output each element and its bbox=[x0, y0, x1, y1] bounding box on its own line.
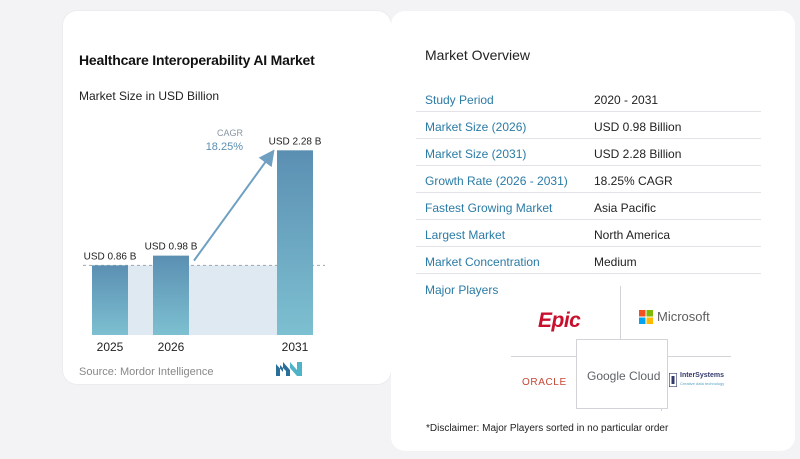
overview-row: Market Concentration Medium bbox=[416, 248, 761, 274]
bar-value-label: USD 0.86 B bbox=[84, 251, 137, 262]
market-overview-panel: Market Overview Study Period 2020 - 2031… bbox=[391, 11, 795, 451]
overview-row: Fastest Growing Market Asia Pacific bbox=[416, 194, 761, 220]
bar-chart: USD 0.86 B 2025 USD 0.98 B 2026 USD 2.28 B 20… bbox=[83, 128, 325, 354]
major-players-title: Major Players bbox=[425, 283, 499, 297]
overview-value: Medium bbox=[594, 255, 637, 269]
disclaimer-note: *Disclaimer: Major Players sorted in no … bbox=[426, 423, 669, 434]
overview-row: Market Size (2031) USD 2.28 Billion bbox=[416, 140, 761, 166]
epic-logo: Epic bbox=[538, 309, 581, 332]
bar-value-label: USD 0.98 B bbox=[145, 242, 198, 253]
chart-title: Healthcare Interoperability AI Market bbox=[79, 52, 315, 68]
intersystems-mark-icon bbox=[669, 373, 677, 387]
overview-label: Market Size (2026) bbox=[425, 120, 527, 134]
x-tick-label: 2031 bbox=[282, 340, 309, 354]
overview-row: Study Period 2020 - 2031 bbox=[416, 86, 761, 112]
overview-value: 2020 - 2031 bbox=[594, 93, 659, 107]
overview-label: Largest Market bbox=[425, 228, 506, 242]
source-note: Source: Mordor Intelligence bbox=[79, 366, 214, 378]
reference-band bbox=[128, 265, 277, 335]
bar bbox=[153, 255, 189, 335]
overview-value: Asia Pacific bbox=[594, 201, 657, 215]
overview-value: 18.25% CAGR bbox=[594, 174, 673, 188]
google-cloud-box bbox=[576, 339, 668, 409]
overview-row: Largest Market North America bbox=[416, 221, 761, 247]
overview-label: Market Size (2031) bbox=[425, 147, 527, 161]
chart-subtitle: Market Size in USD Billion bbox=[79, 89, 220, 103]
intersystems-tagline: Creative data technology bbox=[680, 381, 725, 386]
overview-value: North America bbox=[594, 228, 671, 242]
overview-label: Market Concentration bbox=[425, 255, 540, 269]
chart-card: Healthcare Interoperability AI Market Ma… bbox=[63, 11, 391, 384]
market-overview-title: Market Overview bbox=[425, 47, 531, 63]
cagr-arrow bbox=[193, 149, 275, 262]
bar bbox=[92, 265, 128, 335]
overview-row: Growth Rate (2026 - 2031) 18.25% CAGR bbox=[416, 167, 761, 193]
overview-row: Market Size (2026) USD 0.98 Billion bbox=[416, 113, 761, 139]
x-tick-label: 2026 bbox=[158, 340, 185, 354]
microsoft-logo: Microsoft bbox=[639, 309, 710, 324]
intersystems-name: InterSystems bbox=[680, 372, 724, 379]
cagr-value: 18.25% bbox=[206, 141, 244, 153]
bar-value-label: USD 2.28 B bbox=[269, 136, 322, 147]
overview-label: Study Period bbox=[425, 93, 494, 107]
x-tick-label: 2025 bbox=[97, 340, 124, 354]
overview-label: Growth Rate (2026 - 2031) bbox=[425, 174, 568, 188]
overview-label: Fastest Growing Market bbox=[425, 201, 553, 215]
overview-value: USD 0.98 Billion bbox=[594, 120, 682, 134]
bar bbox=[277, 150, 313, 335]
grid-divider bbox=[620, 286, 621, 356]
intersystems-logo: InterSystems Creative data technology bbox=[669, 372, 724, 388]
overview-value: USD 2.28 Billion bbox=[594, 147, 682, 161]
cagr-label: CAGR bbox=[217, 128, 244, 138]
microsoft-name: Microsoft bbox=[657, 309, 710, 324]
microsoft-windows-icon bbox=[639, 309, 653, 324]
google-cloud-logo: Google Cloud bbox=[587, 369, 661, 383]
oracle-logo: ORACLE bbox=[522, 377, 567, 388]
mordor-logo-icon bbox=[276, 362, 302, 376]
